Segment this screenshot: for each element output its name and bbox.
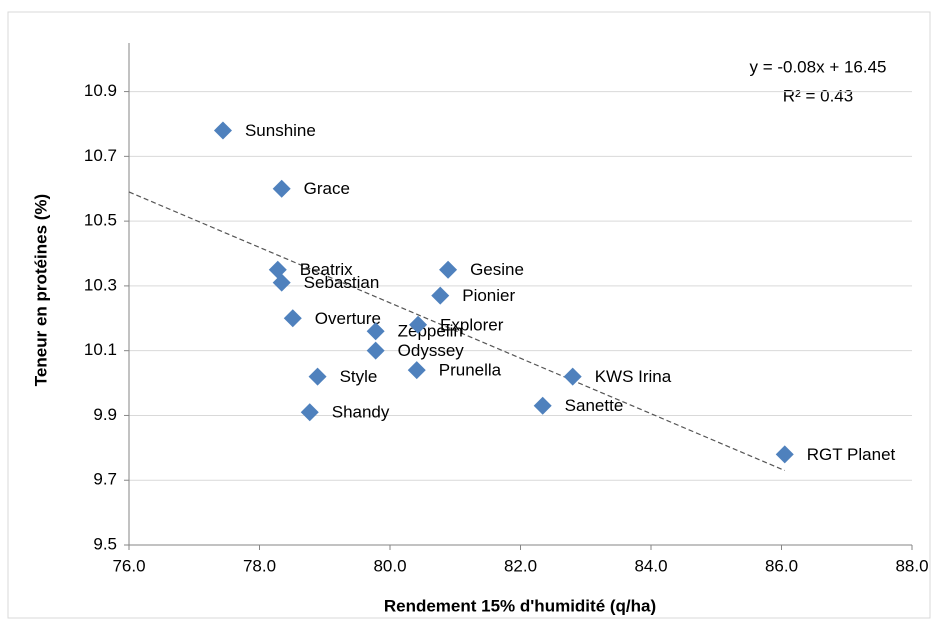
point-label: Grace — [304, 179, 350, 198]
point-label: Beatrix — [300, 260, 353, 279]
x-tick-label: 82.0 — [504, 556, 537, 575]
point — [563, 367, 582, 386]
point-label: Sanette — [565, 396, 624, 415]
point — [366, 341, 385, 360]
equation: y = -0.08x + 16.45 — [749, 57, 886, 76]
point — [272, 179, 291, 198]
point-label: Explorer — [440, 315, 504, 334]
point — [533, 396, 552, 415]
y-tick-label: 10.9 — [84, 81, 117, 100]
point-label: RGT Planet — [807, 445, 896, 464]
chart-frame — [7, 11, 931, 619]
point — [272, 273, 291, 292]
x-tick-label: 76.0 — [112, 556, 145, 575]
y-tick-label: 10.7 — [84, 146, 117, 165]
y-tick-label: 10.3 — [84, 275, 117, 294]
point-label: Style — [340, 367, 378, 386]
point — [283, 309, 302, 328]
point — [308, 367, 327, 386]
point — [300, 403, 319, 422]
y-tick-label: 9.5 — [93, 534, 117, 553]
point — [775, 445, 794, 464]
y-axis-title: Teneur en protéines (%) — [31, 194, 50, 386]
x-tick-label: 84.0 — [634, 556, 667, 575]
x-tick-label: 86.0 — [765, 556, 798, 575]
x-axis-title: Rendement 15% d'humidité (q/ha) — [384, 596, 656, 615]
point-label: Overture — [315, 309, 381, 328]
point-label: Pionier — [462, 286, 515, 305]
y-tick-label: 9.7 — [93, 470, 117, 489]
point — [409, 315, 428, 334]
point — [431, 286, 450, 305]
r-squared: R² = 0.43 — [783, 86, 853, 105]
trendline — [128, 191, 785, 472]
point — [213, 121, 232, 140]
x-tick-label: 80.0 — [373, 556, 406, 575]
y-tick-label: 9.9 — [93, 405, 117, 424]
point-label: Shandy — [332, 403, 390, 422]
point — [407, 361, 426, 380]
point — [439, 260, 458, 279]
point — [366, 322, 385, 341]
point-label: Sebastian — [304, 273, 380, 292]
y-tick-label: 10.5 — [84, 211, 117, 230]
point — [268, 260, 287, 279]
point-label: KWS Irina — [595, 367, 672, 386]
point-label: Gesine — [470, 260, 524, 279]
point-label: Sunshine — [245, 121, 316, 140]
x-tick-label: 88.0 — [895, 556, 928, 575]
x-tick-label: 78.0 — [243, 556, 276, 575]
point-label: Prunella — [439, 361, 502, 380]
point-label: Odyssey — [398, 341, 465, 360]
y-tick-label: 10.1 — [84, 340, 117, 359]
